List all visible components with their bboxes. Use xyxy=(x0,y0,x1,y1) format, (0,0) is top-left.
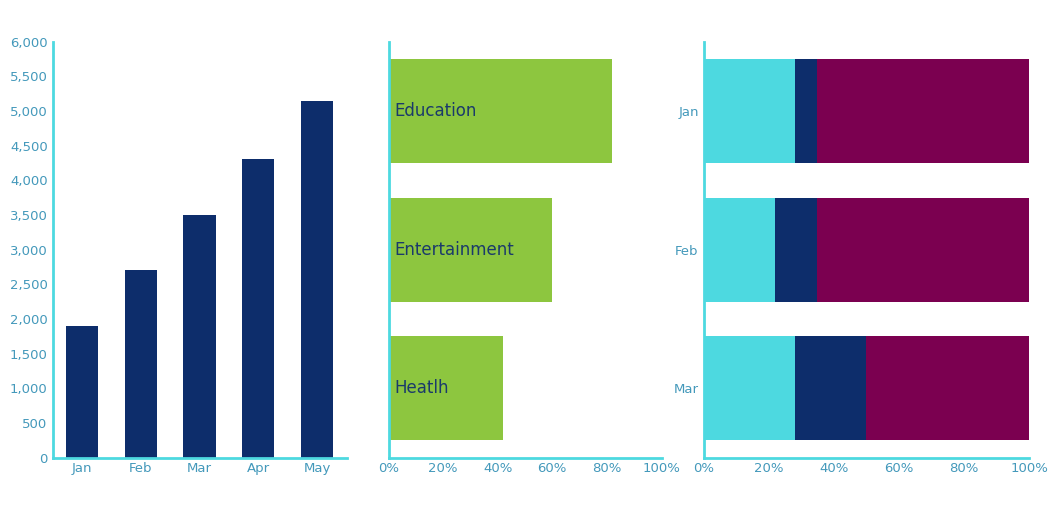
Bar xyxy=(704,198,775,302)
Bar xyxy=(795,59,817,163)
Bar xyxy=(388,59,612,163)
Bar xyxy=(704,59,795,163)
Bar xyxy=(66,326,98,458)
Text: Education: Education xyxy=(394,102,477,120)
Bar xyxy=(817,59,1029,163)
Bar xyxy=(817,198,1029,302)
Bar xyxy=(704,336,795,440)
Bar xyxy=(775,198,817,302)
Bar xyxy=(184,215,215,458)
Bar xyxy=(795,336,866,440)
Bar xyxy=(125,270,156,458)
Bar xyxy=(388,198,552,302)
Bar xyxy=(243,160,274,458)
Text: Heatlh: Heatlh xyxy=(394,379,448,397)
Bar xyxy=(388,336,503,440)
Bar xyxy=(301,100,333,458)
Text: Entertainment: Entertainment xyxy=(394,241,513,258)
Bar xyxy=(866,336,1029,440)
